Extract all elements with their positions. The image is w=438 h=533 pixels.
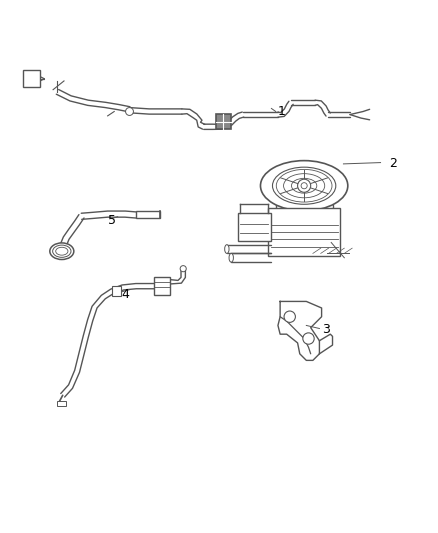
Ellipse shape [53,245,71,257]
FancyBboxPatch shape [268,207,340,256]
FancyBboxPatch shape [136,211,160,219]
Polygon shape [319,334,332,354]
Ellipse shape [50,243,74,260]
Text: 3: 3 [321,324,329,336]
Text: 2: 2 [389,157,397,171]
FancyBboxPatch shape [154,277,170,295]
Ellipse shape [229,253,233,262]
Ellipse shape [261,160,348,211]
Text: 4: 4 [122,288,130,301]
FancyBboxPatch shape [215,114,231,130]
Ellipse shape [56,247,68,255]
Circle shape [126,108,134,116]
FancyBboxPatch shape [238,213,271,241]
Text: 1: 1 [278,105,286,118]
Bar [57,401,66,406]
Bar [22,70,40,87]
Circle shape [297,179,311,192]
Polygon shape [278,302,321,360]
Bar [112,286,121,296]
Circle shape [180,265,186,272]
Bar [313,248,338,253]
Circle shape [284,311,295,322]
Circle shape [303,333,314,344]
Ellipse shape [225,245,229,253]
Text: 5: 5 [108,214,117,227]
Ellipse shape [272,167,336,204]
Circle shape [301,183,307,189]
